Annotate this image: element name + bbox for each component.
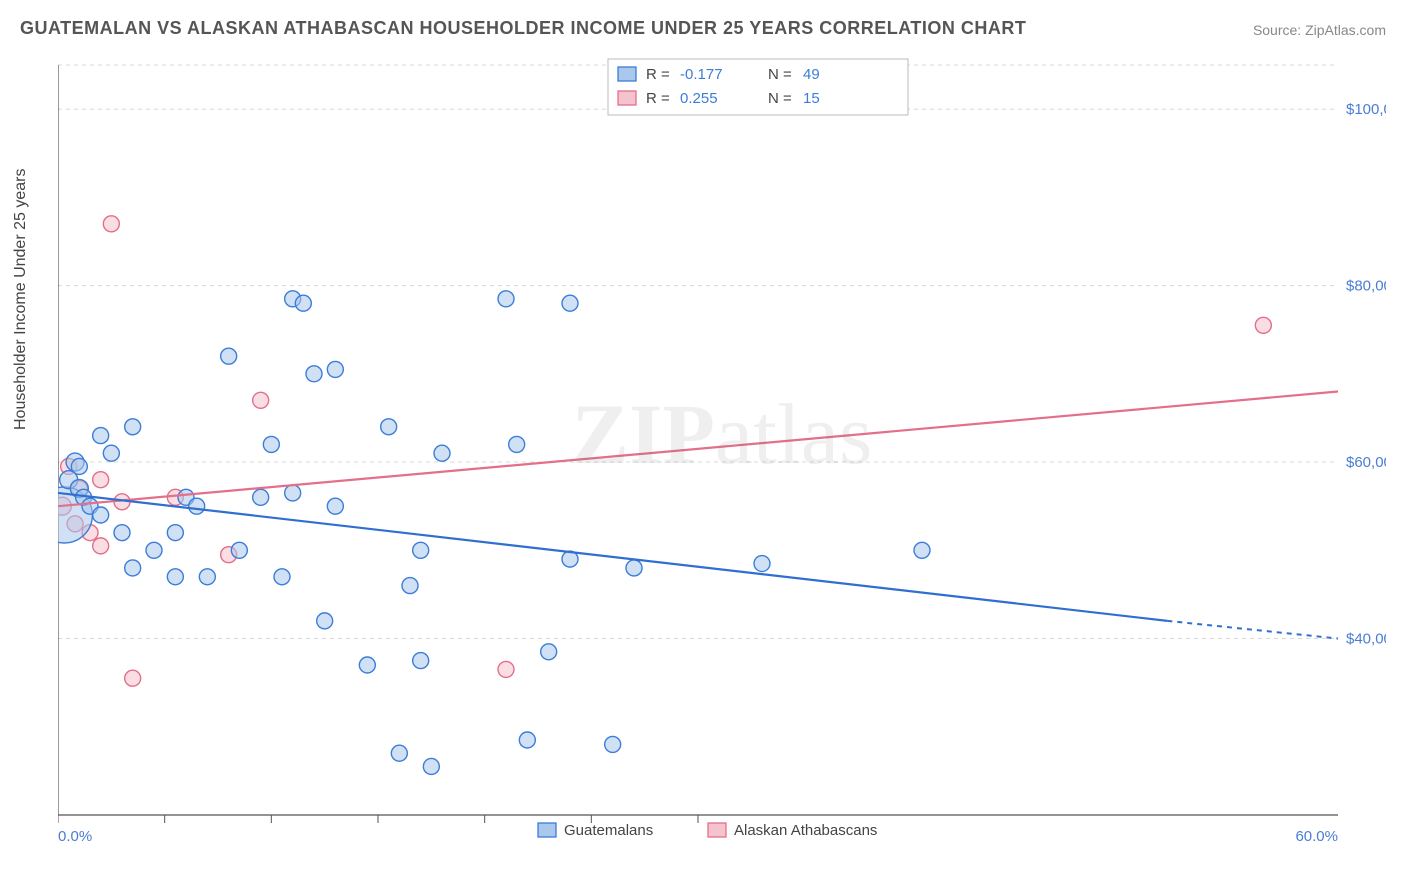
svg-text:Guatemalans: Guatemalans — [564, 822, 653, 839]
y-axis-label: Householder Income Under 25 years — [12, 169, 30, 430]
svg-text:$60,000: $60,000 — [1346, 454, 1386, 471]
svg-text:N =: N = — [768, 90, 792, 107]
svg-text:$80,000: $80,000 — [1346, 278, 1386, 295]
svg-text:Alaskan Athabascans: Alaskan Athabascans — [734, 822, 877, 839]
svg-text:15: 15 — [803, 90, 820, 107]
svg-text:$40,000: $40,000 — [1346, 631, 1386, 648]
svg-text:N =: N = — [768, 66, 792, 83]
source-label: Source: ZipAtlas.com — [1253, 22, 1386, 38]
svg-text:R =: R = — [646, 66, 670, 83]
chart-svg: $40,000 $60,000 $80,000 $100,000 0.0% 60.0% R … — [58, 55, 1386, 845]
svg-text:$100,000: $100,000 — [1346, 101, 1386, 118]
svg-text:49: 49 — [803, 66, 820, 83]
svg-text:0.0%: 0.0% — [58, 828, 92, 845]
svg-text:-0.177: -0.177 — [680, 66, 723, 83]
svg-text:0.255: 0.255 — [680, 90, 718, 107]
plot-area: $40,000 $60,000 $80,000 $100,000 0.0% 60.0% R … — [58, 55, 1386, 845]
svg-text:60.0%: 60.0% — [1295, 828, 1338, 845]
chart-title: GUATEMALAN VS ALASKAN ATHABASCAN HOUSEHO… — [20, 18, 1026, 39]
svg-text:R =: R = — [646, 90, 670, 107]
chart-container: GUATEMALAN VS ALASKAN ATHABASCAN HOUSEHO… — [0, 0, 1406, 892]
